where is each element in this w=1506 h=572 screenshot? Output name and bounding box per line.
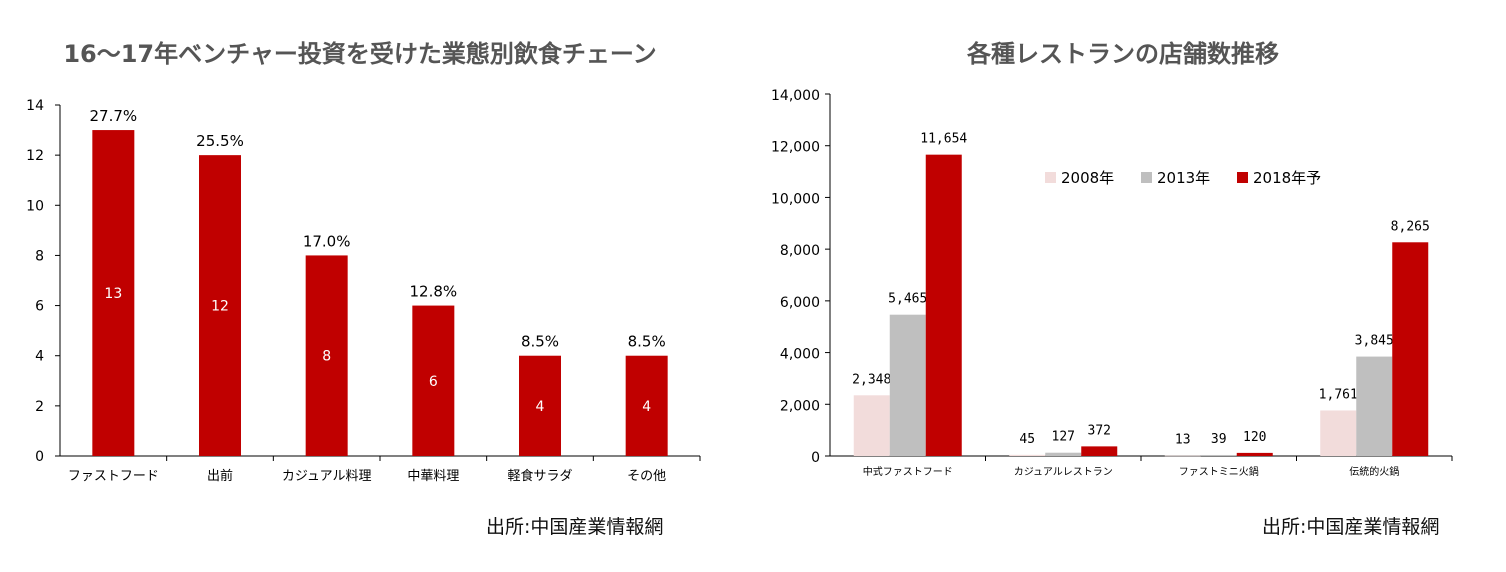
right-bar: [1200, 454, 1237, 456]
right-bar-value-label: 127: [1052, 430, 1075, 445]
left-bar-percent-label: 27.7%: [90, 107, 138, 125]
right-chart-source: 出所:中国産業情報網: [1262, 516, 1440, 538]
left-bar: [625, 355, 668, 456]
right-category-label: 伝統的火鍋: [1349, 465, 1399, 478]
left-category-label: ファストフード: [68, 469, 159, 484]
left-category-label: カジュアル料理: [282, 469, 372, 484]
left-category-label: 軽食サラダ: [507, 468, 572, 484]
right-y-tick-label: 14,000: [771, 88, 820, 104]
left-bar: [92, 130, 135, 457]
left-y-tick-label: 8: [35, 248, 44, 264]
right-bar: [1356, 356, 1393, 456]
left-category-label: 出前: [207, 468, 233, 484]
right-bar-value-label: 11,654: [920, 132, 967, 147]
right-y-tick-label: 8,000: [780, 243, 820, 259]
right-bar: [1236, 452, 1273, 456]
left-bar-value-label: 4: [642, 399, 651, 415]
right-bar-value-label: 8,265: [1391, 219, 1430, 234]
right-y-tick-label: 0: [811, 450, 820, 466]
right-bar: [1045, 452, 1082, 456]
right-bar: [1320, 410, 1357, 456]
right-category-label: カジュアルレストラン: [1014, 466, 1113, 478]
right-bar-value-label: 372: [1088, 423, 1111, 438]
right-bar-value-label: 1,761: [1319, 387, 1358, 402]
left-chart-title: 16〜17年ベンチャー投資を受けた業態別飲食チェーン: [63, 40, 657, 68]
right-legend-label: 2008年: [1061, 169, 1114, 187]
right-chart-panel: 各種レストランの店舗数推移 0 2,000 4,000 6,000 8,000 10,00…: [740, 0, 1506, 572]
left-bar-percent-label: 25.5%: [196, 132, 244, 150]
left-chart-panel: 16〜17年ベンチャー投資を受けた業態別飲食チェーン 0 2 4 6 8 10 12 14 13…: [0, 0, 720, 572]
right-bar: [889, 314, 926, 456]
right-bar: [925, 154, 962, 456]
right-bar: [1164, 455, 1201, 457]
right-y-tick-label: 12,000: [771, 140, 820, 156]
left-bar: [199, 155, 241, 456]
left-y-tick-label: 12: [26, 148, 44, 164]
left-bar: [412, 305, 455, 456]
left-y-tick-label: 2: [35, 399, 44, 415]
right-bar-chart: 0 2,000 4,000 6,000 8,000 10,000 12,000 14,000 2…: [771, 88, 1453, 478]
left-y-tick-label: 0: [35, 449, 44, 465]
right-category-label: 中式ファストフード: [863, 465, 953, 478]
right-category-label: ファストミニ火鍋: [1179, 465, 1259, 478]
right-bar: [853, 395, 890, 456]
left-category-label: その他: [627, 469, 666, 484]
right-legend-swatch: [1237, 172, 1248, 183]
right-legend-label: 2018年予: [1253, 169, 1321, 187]
right-y-tick-label: 6,000: [780, 295, 820, 311]
left-category-label: 中華料理: [407, 469, 459, 484]
right-legend-swatch: [1141, 172, 1152, 183]
right-legend-swatch: [1045, 172, 1056, 183]
right-y-tick-label: 2,000: [780, 398, 820, 414]
left-bar-value-label: 6: [429, 374, 438, 390]
right-bar-value-label: 3,845: [1355, 334, 1394, 349]
left-bar-chart: 0 2 4 6 8 10 12 14 13 27.7% ファストフード 12 25.5% 出前 8 17.0%…: [26, 98, 701, 484]
left-bar: [305, 255, 348, 456]
left-bar-value-label: 12: [211, 299, 229, 315]
left-bar-percent-label: 17.0%: [303, 232, 351, 250]
left-bar-value-label: 8: [322, 349, 331, 365]
left-y-tick-label: 6: [35, 299, 44, 315]
left-bar: [519, 355, 561, 456]
left-y-tick-label: 4: [35, 349, 44, 365]
right-bar: [1009, 454, 1046, 456]
left-chart-source: 出所:中国産業情報網: [486, 516, 664, 538]
right-bar-value-label: 2,348: [852, 372, 891, 387]
right-y-tick-label: 10,000: [771, 191, 820, 207]
right-bar-value-label: 120: [1243, 430, 1266, 445]
left-bar-value-label: 13: [104, 286, 122, 302]
left-y-tick-label: 14: [26, 98, 44, 114]
right-y-tick-label: 4,000: [780, 347, 820, 363]
left-bar-percent-label: 12.8%: [410, 283, 458, 301]
right-chart-title: 各種レストランの店舗数推移: [967, 40, 1279, 68]
right-bar: [1392, 242, 1429, 456]
left-bar-value-label: 4: [536, 399, 545, 415]
right-bar: [1081, 446, 1118, 456]
right-bar-value-label: 45: [1019, 432, 1035, 447]
right-bar-value-label: 13: [1175, 433, 1191, 448]
left-bar-percent-label: 8.5%: [521, 333, 559, 351]
left-bar-percent-label: 8.5%: [628, 333, 666, 351]
right-bar-value-label: 5,465: [888, 292, 927, 307]
right-legend-label: 2013年: [1157, 169, 1210, 187]
left-y-tick-label: 10: [26, 198, 44, 214]
right-bar-value-label: 39: [1211, 432, 1227, 447]
